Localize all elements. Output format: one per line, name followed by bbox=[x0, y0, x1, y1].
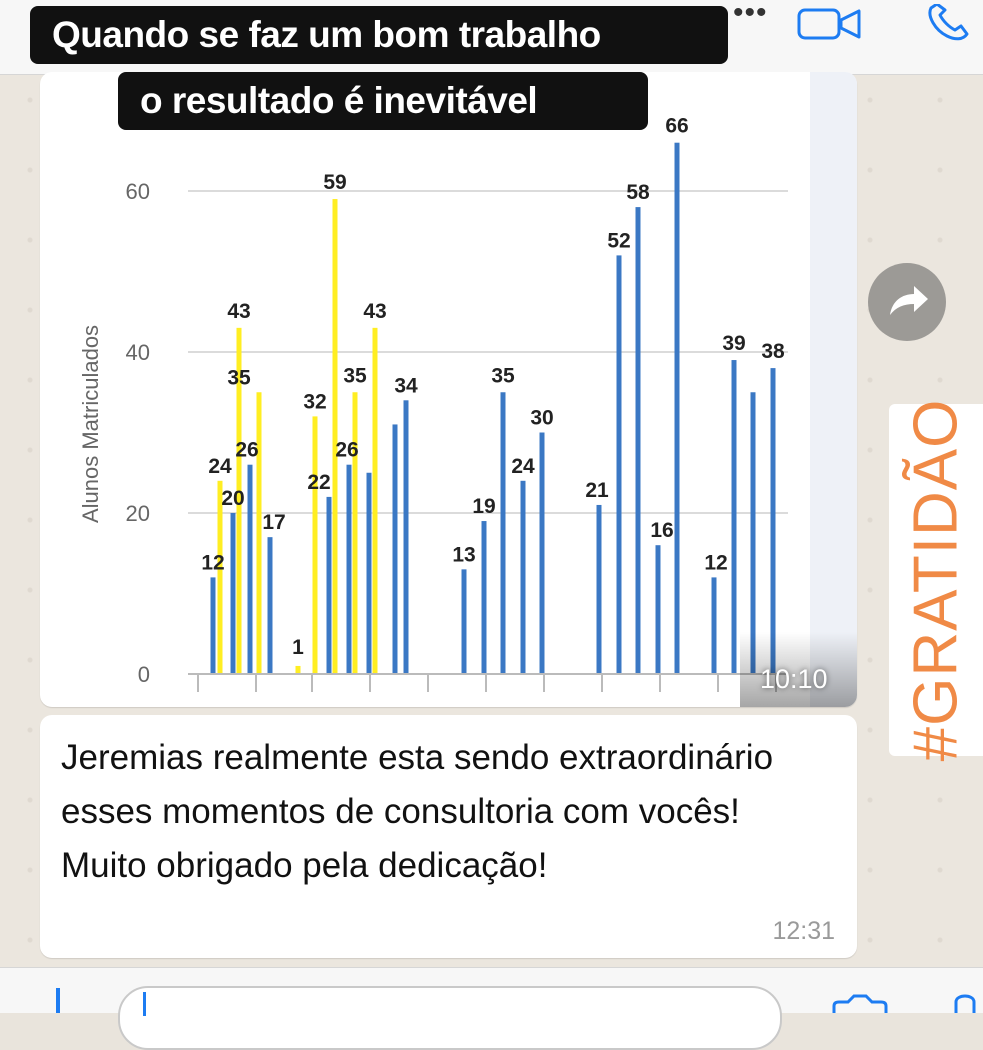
data-label-22: 21 bbox=[585, 479, 609, 502]
data-label-16: 34 bbox=[394, 374, 418, 397]
bar-18 bbox=[481, 521, 487, 674]
bar-1 bbox=[217, 480, 223, 674]
data-label-10: 59 bbox=[323, 171, 346, 194]
bar-15 bbox=[392, 424, 398, 674]
bar-29 bbox=[750, 392, 756, 674]
data-label-27: 12 bbox=[704, 551, 727, 574]
bar-20 bbox=[520, 480, 526, 674]
bar-13 bbox=[366, 472, 372, 674]
x-axis bbox=[188, 673, 788, 692]
menu-dots[interactable]: ••• bbox=[733, 0, 768, 29]
data-label-25: 16 bbox=[650, 519, 673, 542]
chart-grid bbox=[188, 190, 788, 514]
data-label-24: 58 bbox=[626, 181, 650, 204]
data-label-2: 20 bbox=[221, 487, 244, 510]
bar-9 bbox=[326, 496, 332, 674]
bar-26 bbox=[674, 142, 680, 674]
data-label-18: 19 bbox=[472, 495, 495, 518]
bar-12 bbox=[352, 392, 358, 674]
bar-30 bbox=[770, 368, 776, 674]
message-text: Jeremias realmente esta sendo extraordin… bbox=[61, 738, 774, 885]
bar-25 bbox=[655, 545, 661, 674]
bar-4 bbox=[247, 464, 253, 674]
bar-6 bbox=[267, 537, 273, 674]
data-label-11: 26 bbox=[335, 439, 358, 462]
y-tick-40: 40 bbox=[126, 340, 150, 365]
plus-icon[interactable] bbox=[38, 980, 78, 1013]
bar-24 bbox=[635, 207, 641, 674]
gratidao-sticker: #GRATIDÃO bbox=[889, 399, 983, 761]
bar-14 bbox=[372, 327, 378, 674]
text-message-time: 12:31 bbox=[772, 917, 835, 945]
data-label-17: 13 bbox=[452, 543, 475, 566]
bar-11 bbox=[346, 464, 352, 674]
data-label-28: 39 bbox=[722, 332, 745, 355]
text-message-bubble[interactable]: Jeremias realmente esta sendo extraordin… bbox=[40, 715, 857, 958]
chart-bars bbox=[210, 142, 776, 675]
data-label-4: 26 bbox=[235, 439, 258, 462]
data-label-20: 24 bbox=[511, 455, 535, 478]
camera-icon[interactable] bbox=[830, 994, 890, 1013]
bar-22 bbox=[596, 504, 602, 674]
data-label-0: 12 bbox=[201, 551, 224, 574]
image-message-bubble[interactable]: 0 20 40 60 Alunos Matriculados 12 24 20 43 26 35… bbox=[40, 72, 857, 707]
bar-8 bbox=[312, 416, 318, 674]
data-label-3: 43 bbox=[227, 300, 250, 323]
data-label-6: 17 bbox=[262, 511, 285, 534]
data-label-1: 24 bbox=[208, 455, 232, 478]
forward-arrow-icon bbox=[890, 286, 928, 315]
bar-21 bbox=[539, 432, 545, 674]
bar-16 bbox=[403, 400, 409, 674]
bar-5 bbox=[256, 392, 262, 674]
data-label-14: 43 bbox=[363, 300, 386, 323]
data-label-9: 22 bbox=[307, 471, 330, 494]
bar-23 bbox=[616, 255, 622, 674]
microphone-icon[interactable] bbox=[950, 990, 980, 1013]
video-camera-icon[interactable] bbox=[797, 8, 863, 42]
bar-17 bbox=[461, 569, 467, 674]
bar-19 bbox=[500, 392, 506, 674]
data-label-21: 30 bbox=[530, 407, 553, 430]
message-input[interactable] bbox=[118, 986, 782, 1050]
data-label-7: 1 bbox=[292, 636, 304, 659]
data-label-30: 38 bbox=[761, 340, 785, 363]
data-label-5: 35 bbox=[227, 366, 251, 389]
data-label-19: 35 bbox=[491, 364, 515, 387]
bar-0 bbox=[210, 577, 216, 674]
image-message-time: 10:10 bbox=[760, 664, 828, 694]
y-tick-0: 0 bbox=[138, 662, 150, 687]
chart-scroll-shade bbox=[810, 72, 857, 707]
bar-3 bbox=[236, 327, 242, 674]
y-axis-label: Alunos Matriculados bbox=[78, 325, 103, 523]
phone-icon[interactable] bbox=[925, 4, 975, 44]
bar-7 bbox=[295, 665, 301, 674]
forward-button[interactable] bbox=[868, 263, 946, 341]
bar-27 bbox=[711, 577, 717, 674]
caption-line-2: o resultado é inevitável bbox=[118, 72, 648, 130]
enrollment-bar-chart: 0 20 40 60 Alunos Matriculados 12 24 20 43 26 35… bbox=[78, 72, 857, 707]
text-cursor bbox=[143, 992, 146, 1016]
y-tick-labels: 0 20 40 60 bbox=[126, 179, 150, 687]
chart-data-labels: 12 24 20 43 26 35 17 1 32 22 59 26 35 43 34 13 19 35 24 30 2… bbox=[201, 115, 785, 659]
y-tick-20: 20 bbox=[126, 501, 150, 526]
data-label-12: 35 bbox=[343, 364, 367, 387]
data-label-8: 32 bbox=[303, 390, 326, 413]
y-tick-60: 60 bbox=[126, 179, 150, 204]
caption-line-1: Quando se faz um bom trabalho bbox=[30, 6, 728, 64]
bar-2 bbox=[230, 513, 236, 674]
sticker-text: #GRATIDÃO bbox=[901, 398, 971, 762]
bar-28 bbox=[731, 360, 737, 674]
data-label-23: 52 bbox=[607, 229, 630, 252]
data-label-26: 66 bbox=[665, 115, 688, 138]
time-shade bbox=[740, 632, 857, 707]
bar-10 bbox=[332, 199, 338, 675]
